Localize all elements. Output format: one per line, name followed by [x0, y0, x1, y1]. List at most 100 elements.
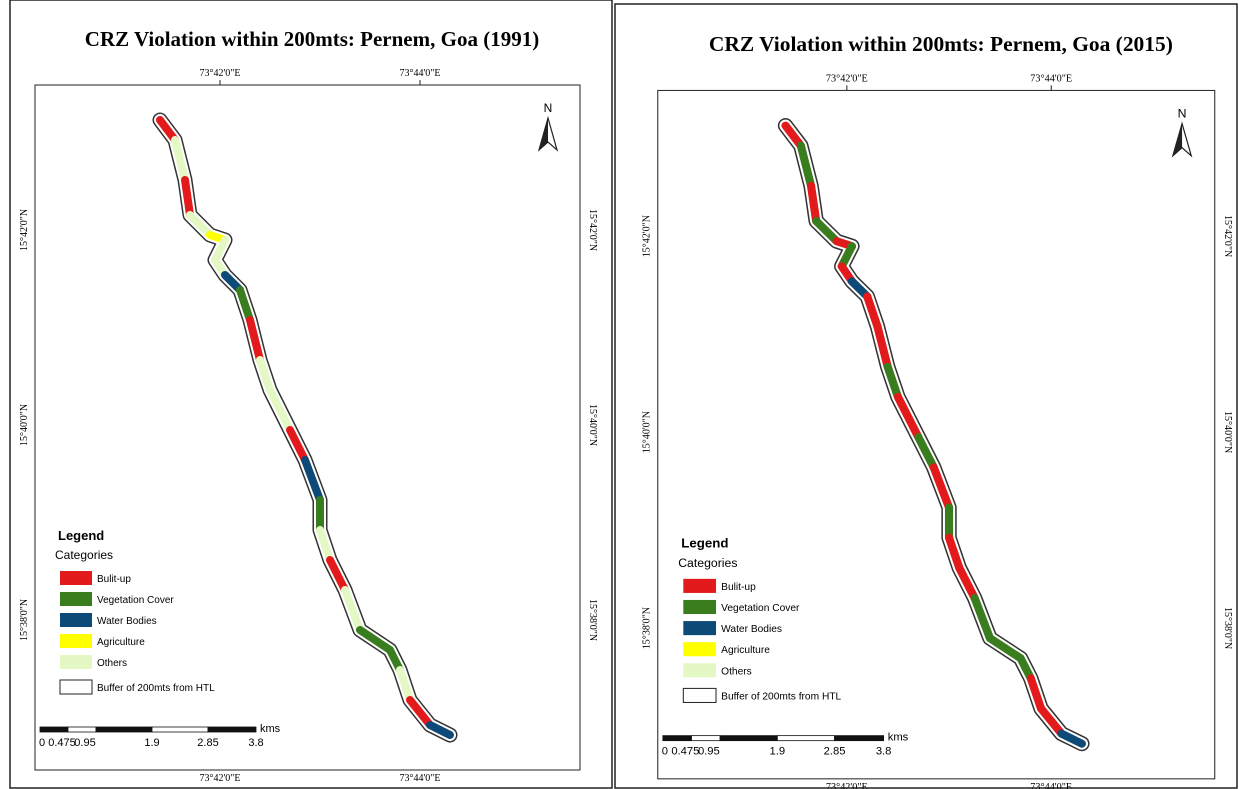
land-use-patch	[171, 136, 189, 184]
land-use-patch	[256, 356, 274, 394]
scale-label: 1.9	[770, 746, 786, 758]
land-use-patch	[944, 533, 964, 572]
north-arrow-half	[539, 118, 548, 150]
panel-border	[9, 0, 613, 789]
land-use-patch	[186, 211, 214, 239]
latitude-label: 15°38'0"N	[1222, 607, 1233, 650]
legend-swatch	[60, 571, 92, 585]
legend-swatch	[59, 679, 93, 695]
land-use-patch	[356, 626, 394, 654]
legend-title: Legend	[58, 528, 104, 543]
latitude-label: 15°38'0"N	[587, 599, 598, 641]
land-use-patch	[181, 176, 194, 219]
legend-label: Vegetation Cover	[721, 603, 800, 614]
legend-label: Agriculture	[97, 637, 145, 648]
land-use-patch	[1057, 729, 1086, 748]
scale-label: 3.8	[248, 737, 263, 749]
scale-label: 1.9	[144, 737, 159, 749]
legend-subtitle: Categories	[678, 556, 737, 570]
map-frame	[657, 89, 1216, 780]
land-use-patch	[326, 556, 349, 594]
legend-swatch	[60, 613, 92, 627]
legend-swatch	[60, 634, 92, 648]
land-use-patch	[883, 362, 903, 401]
scale-bar-segment	[39, 726, 69, 733]
latitude-label: 15°42'0"N	[1222, 215, 1233, 258]
scale-bar-segment	[207, 726, 257, 733]
scale-unit: kms	[260, 723, 281, 735]
legend-label: Buffer of 200mts from HTL	[721, 692, 841, 703]
scale-bar-segment	[151, 726, 209, 733]
land-use-patch	[406, 696, 434, 729]
longitude-label: 73°42'0"E	[200, 773, 241, 784]
land-use-patch	[396, 666, 414, 704]
legend-swatch	[683, 642, 717, 657]
longitude-label: 73°42'0"E	[826, 782, 868, 789]
legend-swatch	[60, 655, 92, 669]
legend-swatch	[683, 663, 717, 678]
scale-bar-segment	[776, 735, 835, 742]
land-use-patch	[316, 526, 334, 564]
latitude-label: 15°38'0"N	[642, 606, 653, 649]
map-title: CRZ Violation within 200mts: Pernem, Goa…	[85, 27, 539, 51]
scale-bar-segment	[719, 735, 778, 742]
scale-bar-segment	[95, 726, 153, 733]
scale-label: 2.85	[197, 737, 218, 749]
latitude-label: 15°40'0"N	[642, 410, 653, 453]
land-use-patch	[236, 286, 254, 324]
latitude-label: 15°38'0"N	[19, 599, 30, 641]
land-use-patch	[970, 593, 995, 643]
map-frame	[34, 84, 581, 771]
latitude-label: 15°42'0"N	[642, 214, 653, 257]
longitude-label: 73°42'0"E	[826, 73, 868, 84]
scale-label: 0	[39, 737, 45, 749]
legend-label: Water Bodies	[97, 616, 157, 627]
land-use-patch	[914, 433, 938, 472]
longitude-label: 73°42'0"E	[200, 68, 241, 79]
legend-swatch	[683, 621, 717, 636]
legend-swatch	[683, 599, 717, 615]
scale-bar-segment	[691, 735, 721, 742]
latitude-label: 15°40'0"N	[587, 404, 598, 446]
legend-subtitle: Categories	[55, 548, 113, 562]
land-use-patch	[266, 386, 294, 434]
latitude-label: 15°40'0"N	[19, 404, 30, 446]
land-use-patch	[806, 181, 821, 226]
land-use-patch	[955, 563, 979, 602]
scale-label: 2.85	[824, 746, 846, 758]
legend-label: Others	[721, 666, 752, 677]
scale-label: 0.475	[671, 746, 699, 758]
land-use-patch	[246, 316, 264, 364]
map-panel: CRZ Violation within 200mts: Pernem, Goa…	[642, 32, 1234, 789]
land-use-patch	[301, 456, 324, 504]
scale-label: 0	[662, 746, 668, 758]
land-use-patch	[873, 322, 892, 371]
land-use-patch	[985, 634, 1025, 663]
scale-label: 0.95	[74, 737, 95, 749]
north-label: N	[1178, 107, 1187, 121]
land-use-patch	[156, 116, 179, 144]
legend-label: Water Bodies	[721, 624, 782, 635]
land-use-patch	[341, 586, 364, 634]
scale-bar-segment	[834, 735, 885, 742]
scale-label: 0.95	[698, 746, 720, 758]
longitude-label: 73°44'0"E	[1030, 73, 1072, 84]
legend-label: Others	[97, 658, 127, 669]
legend-swatch	[60, 592, 92, 606]
legend-label: Buffer of 200mts from HTL	[97, 683, 215, 694]
land-use-patch	[1036, 704, 1066, 738]
land-use-patch	[781, 121, 805, 150]
land-use-patch	[893, 392, 923, 442]
longitude-label: 73°44'0"E	[1030, 782, 1072, 789]
longitude-label: 73°44'0"E	[400, 773, 441, 784]
legend-swatch	[683, 578, 717, 593]
panel-border	[614, 3, 1238, 789]
latitude-label: 15°42'0"N	[587, 209, 598, 251]
scale-bar-segment	[662, 735, 692, 742]
north-label: N	[544, 101, 553, 115]
latitude-label: 15°40'0"N	[1222, 411, 1233, 454]
land-use-patch	[796, 141, 816, 190]
land-use-patch	[863, 292, 882, 331]
latitude-label: 15°42'0"N	[19, 209, 30, 251]
